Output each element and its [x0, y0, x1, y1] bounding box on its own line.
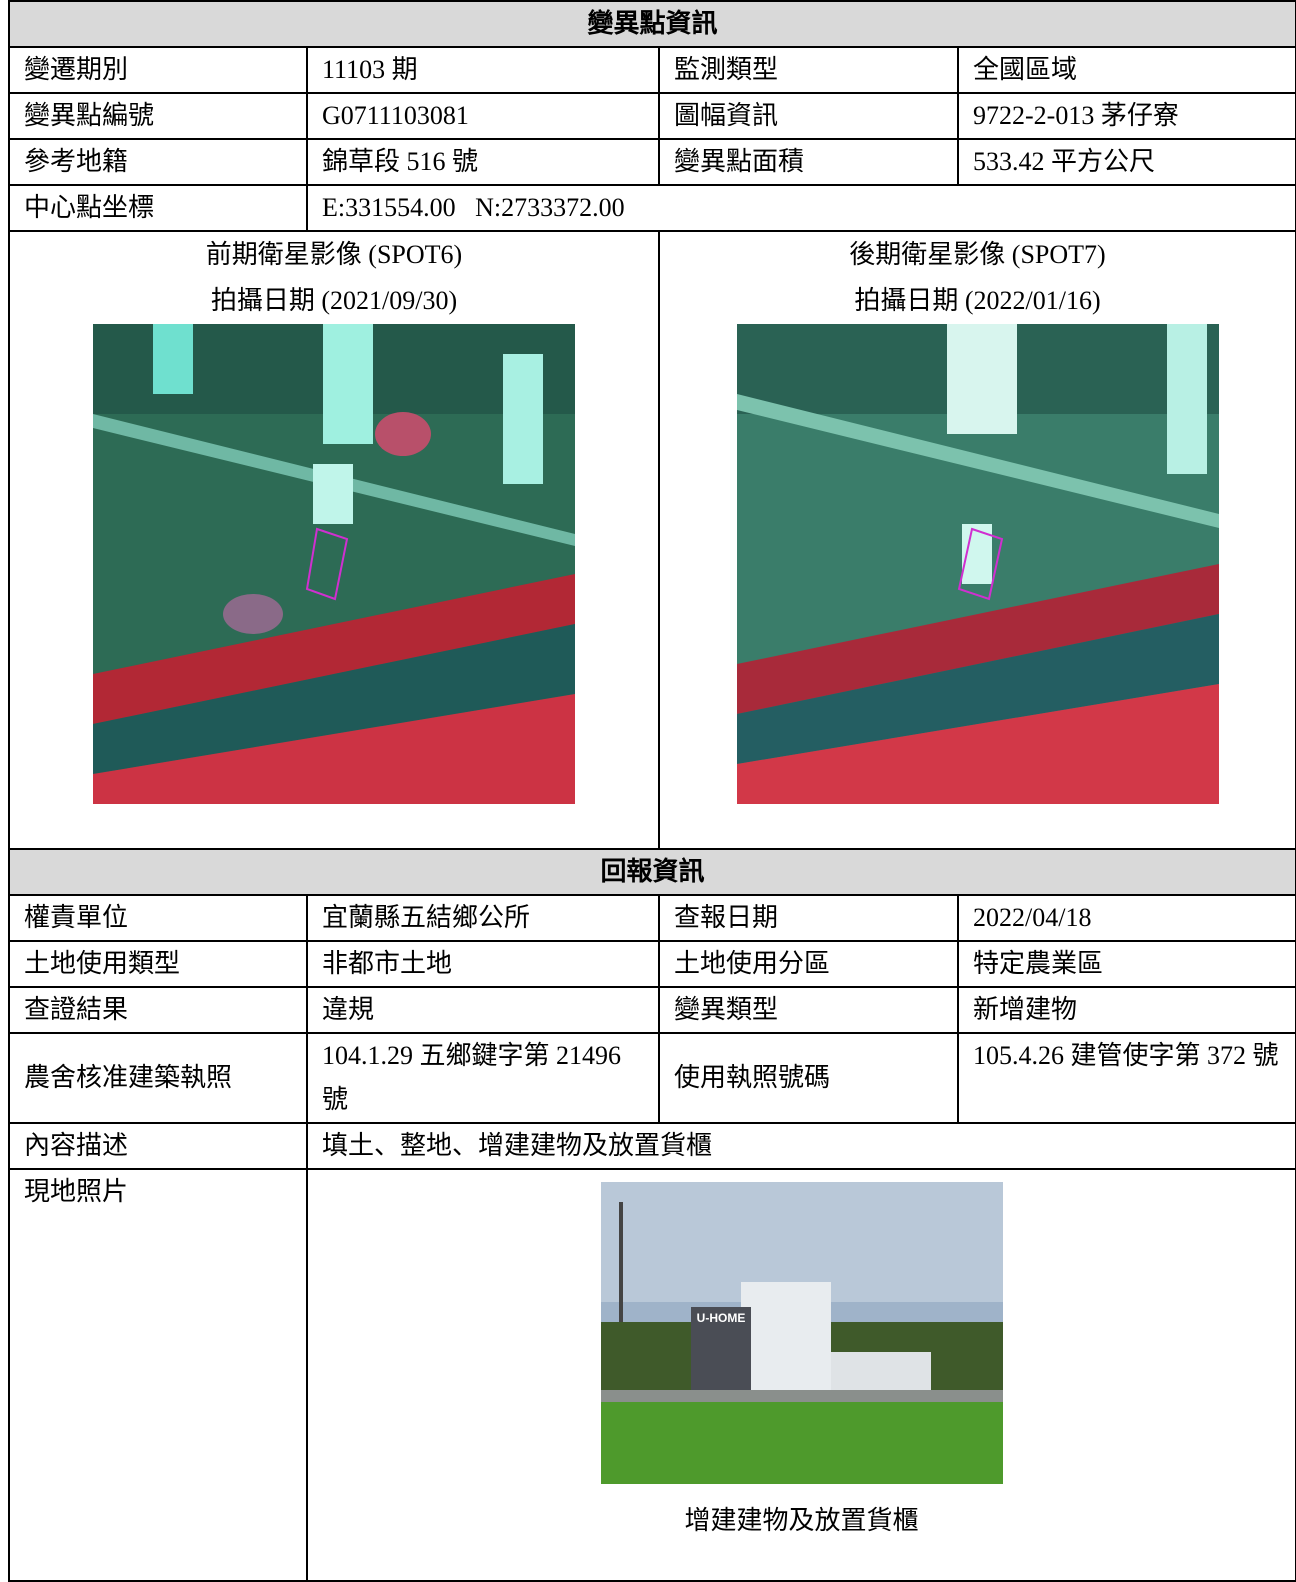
value-cell: 非都市土地 [306, 940, 660, 988]
value-cell: 新增建物 [956, 986, 1296, 1034]
value-cell: 9722-2-013 茅仔寮 [956, 92, 1296, 140]
value-cell: 533.42 平方公尺 [956, 138, 1296, 186]
value-cell: 2022/04/18 [956, 894, 1296, 942]
label-cell: 圖幅資訊 [658, 92, 959, 140]
image-cell: 前期衛星影像 (SPOT6) 拍攝日期 (2021/09/30) [8, 230, 660, 850]
value-cell: 104.1.29 五鄉鍵字第 21496 號 [306, 1032, 660, 1124]
value-cell: 11103 期 [306, 46, 660, 94]
label-cell: 中心點坐標 [8, 184, 308, 232]
label-cell: 監測類型 [658, 46, 959, 94]
label-cell: 使用執照號碼 [658, 1032, 959, 1124]
image-cell: 後期衛星影像 (SPOT7) 拍攝日期 (2022/01/16) [657, 230, 1296, 850]
label-cell: 參考地籍 [8, 138, 308, 186]
label-cell: 變異點編號 [8, 92, 308, 140]
photo-cell: U-HOME 增建建物及放置貨櫃 [305, 1168, 1296, 1582]
label-cell: 土地使用類型 [8, 940, 308, 988]
value-cell: 全國區域 [956, 46, 1296, 94]
value-cell: 宜蘭縣五結鄉公所 [306, 894, 660, 942]
label-cell: 農舍核准建築執照 [8, 1032, 308, 1124]
image-label: 後期衛星影像 (SPOT7) [849, 240, 1106, 269]
photo-caption: 增建建物及放置貨櫃 [684, 1506, 919, 1535]
value-cell: 錦草段 516 號 [306, 138, 660, 186]
image-date: 拍攝日期 (2022/01/16) [854, 286, 1101, 315]
satellite-image-before [93, 324, 575, 804]
value-cell: 105.4.26 建管使字第 372 號 [956, 1032, 1296, 1124]
image-date: 拍攝日期 (2021/09/30) [210, 286, 458, 315]
section-title: 回報資訊 [7, 848, 1296, 896]
value-cell: E:331554.00 N:2733372.00 [305, 184, 1296, 232]
satellite-image-after [736, 324, 1219, 804]
label-cell: 變遷期別 [8, 46, 308, 94]
label-cell: 土地使用分區 [658, 940, 959, 988]
image-label: 前期衛星影像 (SPOT6) [205, 240, 463, 269]
label-cell: 現地照片 [8, 1168, 308, 1582]
value-cell: 違規 [306, 986, 660, 1034]
label-cell: 內容描述 [8, 1122, 308, 1170]
section-title: 變異點資訊 [7, 0, 1296, 48]
value-cell: G0711103081 [306, 92, 660, 140]
label-cell: 查證結果 [8, 986, 308, 1034]
photo-sign: U-HOME [696, 1311, 745, 1325]
label-cell: 變異點面積 [658, 138, 959, 186]
site-photo: U-HOME [600, 1182, 1003, 1484]
value-cell: 特定農業區 [956, 940, 1296, 988]
label-cell: 權責單位 [8, 894, 308, 942]
report-table: 變異點資訊 變遷期別 11103 期監測類型 全國區域 變異點編號 G07111030… [7, 0, 1296, 1582]
label-cell: 查報日期 [658, 894, 959, 942]
value-cell: 填土、整地、增建建物及放置貨櫃 [305, 1122, 1296, 1170]
label-cell: 變異類型 [658, 986, 959, 1034]
